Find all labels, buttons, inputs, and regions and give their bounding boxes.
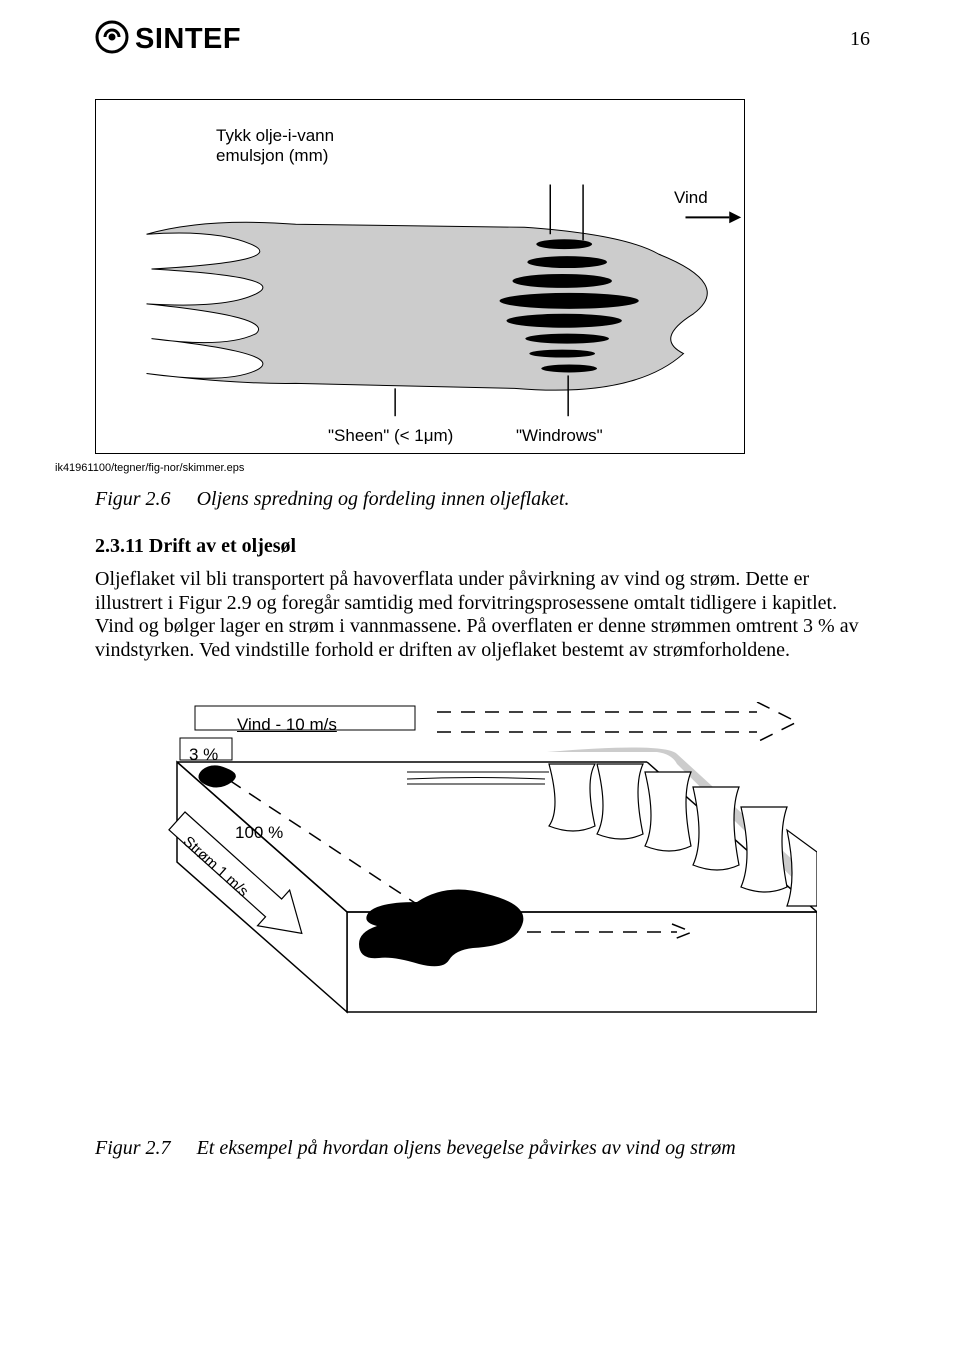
- logo: SINTEF: [95, 20, 241, 59]
- fig2-percent-3: 3 %: [189, 745, 218, 765]
- fig2-wind-label: Vind - 10 m/s: [237, 715, 337, 735]
- figure-2-diagram: Vind - 10 m/s 3 % 100 % Strøm 1 m/s: [117, 702, 870, 1037]
- logo-text: SINTEF: [135, 23, 241, 56]
- logo-icon: [95, 20, 129, 59]
- caption-1-text: Oljens spredning og fordeling innen olje…: [197, 488, 570, 511]
- fig1-label-sheen: "Sheen" (< 1μm): [328, 426, 453, 446]
- page-number: 16: [850, 28, 870, 51]
- fig1-label-wind: Vind: [674, 188, 708, 208]
- fig2-percent-100: 100 %: [235, 823, 283, 843]
- figure-1-diagram: [96, 100, 744, 453]
- caption-2-text: Et eksempel på hvordan oljens bevegelse …: [197, 1137, 736, 1160]
- fig1-label-top1: Tykk olje-i-vann: [216, 126, 334, 146]
- caption-1-num: Figur 2.6: [95, 488, 171, 511]
- page-header: SINTEF 16: [95, 0, 870, 59]
- figure-1-box: Tykk olje-i-vann emulsjon (mm) Vind "She…: [95, 99, 745, 454]
- figure-1-caption: Figur 2.6 Oljens spredning og fordeling …: [95, 488, 870, 511]
- figure-2-caption: Figur 2.7 Et eksempel på hvordan oljens …: [95, 1137, 870, 1160]
- fig1-label-top2: emulsjon (mm): [216, 146, 328, 166]
- fig1-label-windrows: "Windrows": [516, 426, 603, 446]
- figure-1-footnote: ik41961100/tegner/fig-nor/skimmer.eps: [55, 462, 870, 474]
- section-heading: 2.3.11 Drift av et oljesøl: [95, 535, 870, 558]
- paragraph-text: Oljeflaket vil bli transportert på havov…: [95, 568, 870, 662]
- caption-2-num: Figur 2.7: [95, 1137, 171, 1160]
